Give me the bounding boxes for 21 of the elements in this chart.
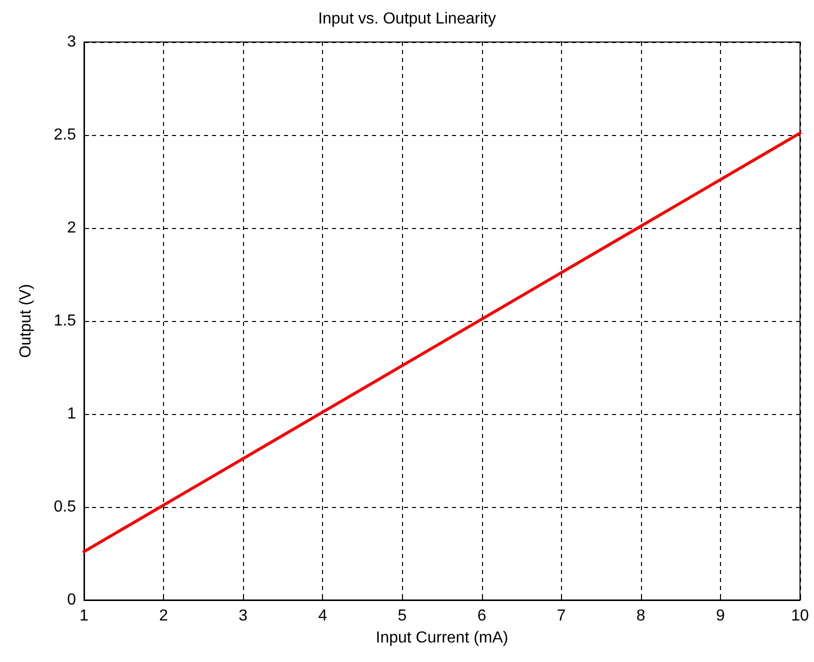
- x-tick-label: 1: [80, 608, 89, 624]
- y-tick-label: 1: [67, 406, 76, 422]
- y-axis-title: Output (V): [18, 284, 34, 358]
- x-tick-label: 7: [556, 608, 566, 624]
- y-tick-label: 2.5: [54, 126, 76, 144]
- x-axis-title: Input Current (mA): [376, 630, 508, 646]
- y-tick-label: 3: [67, 34, 76, 50]
- x-tick-label: 8: [636, 608, 646, 624]
- line-series: [82, 132, 802, 554]
- x-tick-label: 5: [398, 608, 407, 624]
- chart-title: Input vs. Output Linearity: [318, 10, 496, 28]
- x-tick-label: 2: [159, 608, 168, 624]
- y-tick-label: 0.5: [54, 498, 76, 516]
- y-tick-label: 0: [67, 592, 76, 608]
- y-tick-label: 2: [67, 220, 76, 236]
- x-tick-label: 10: [791, 608, 809, 624]
- x-tick-label: 3: [238, 608, 248, 624]
- x-tick-label: 4: [318, 608, 328, 624]
- x-tick-label: 9: [716, 608, 725, 624]
- y-tick-label: 1.5: [54, 312, 76, 330]
- x-tick-label: 6: [477, 608, 486, 624]
